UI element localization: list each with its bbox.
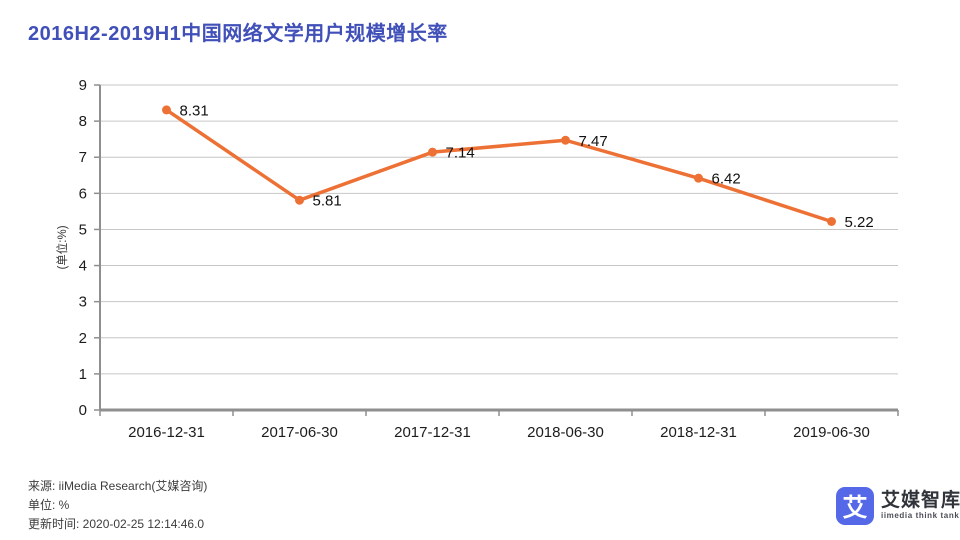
x-axis-label: 2019-06-30 — [793, 424, 870, 441]
data-point-label: 7.47 — [579, 133, 608, 150]
iimedia-logo-icon: 艾 — [836, 487, 874, 525]
data-point — [561, 135, 570, 145]
y-axis-tick-label: 7 — [79, 149, 87, 166]
y-axis-tick-label: 3 — [79, 294, 87, 311]
data-point-label: 5.22 — [845, 214, 874, 231]
data-point-label: 5.81 — [313, 193, 342, 210]
updated-note: 更新时间: 2020-02-25 12:14:46.0 — [28, 517, 205, 531]
y-axis-tick-label: 6 — [79, 185, 87, 202]
x-axis-label: 2017-12-31 — [394, 424, 471, 441]
x-axis-label: 2018-06-30 — [527, 424, 604, 441]
data-point — [295, 195, 304, 205]
y-axis-tick-label: 9 — [79, 77, 87, 94]
y-axis-tick-label: 1 — [79, 366, 87, 383]
data-point — [827, 217, 836, 226]
data-point-label: 6.42 — [712, 171, 741, 188]
logo-subtitle: iimedia think tank — [881, 511, 960, 520]
y-axis-tick-label: 5 — [79, 221, 87, 238]
x-axis-label: 2018-12-31 — [660, 424, 737, 441]
chart-footer: 来源: iiMedia Research(艾媒咨询) 单位: % 更新时间: 2… — [28, 477, 207, 534]
source-note: 来源: iiMedia Research(艾媒咨询) — [28, 479, 208, 493]
x-axis-label: 2016-12-31 — [128, 424, 205, 441]
data-line — [164, 108, 834, 224]
data-point — [694, 173, 703, 183]
logo-name: 艾媒智库 — [881, 490, 960, 511]
y-axis-tick-label: 2 — [79, 330, 87, 347]
y-axis-tick-label: 0 — [79, 402, 87, 419]
data-point-label: 8.31 — [180, 102, 209, 119]
data-point-label: 7.14 — [446, 145, 475, 162]
data-point — [162, 105, 171, 115]
y-axis-tick-label: 4 — [79, 258, 87, 275]
data-point — [428, 147, 437, 157]
y-axis-tick-label: 8 — [79, 113, 87, 130]
iimedia-logo-text: 艾媒智库 iimedia think tank — [881, 491, 960, 521]
y-axis-title: (单位:%) — [55, 225, 69, 269]
iimedia-logo: 艾 艾媒智库 iimedia think tank — [836, 487, 960, 525]
chart-title: 2016H2-2019H1中国网络文学用户规模增长率 — [28, 23, 448, 45]
unit-note: 单位: % — [28, 498, 70, 512]
x-axis-label: 2017-06-30 — [261, 424, 338, 441]
